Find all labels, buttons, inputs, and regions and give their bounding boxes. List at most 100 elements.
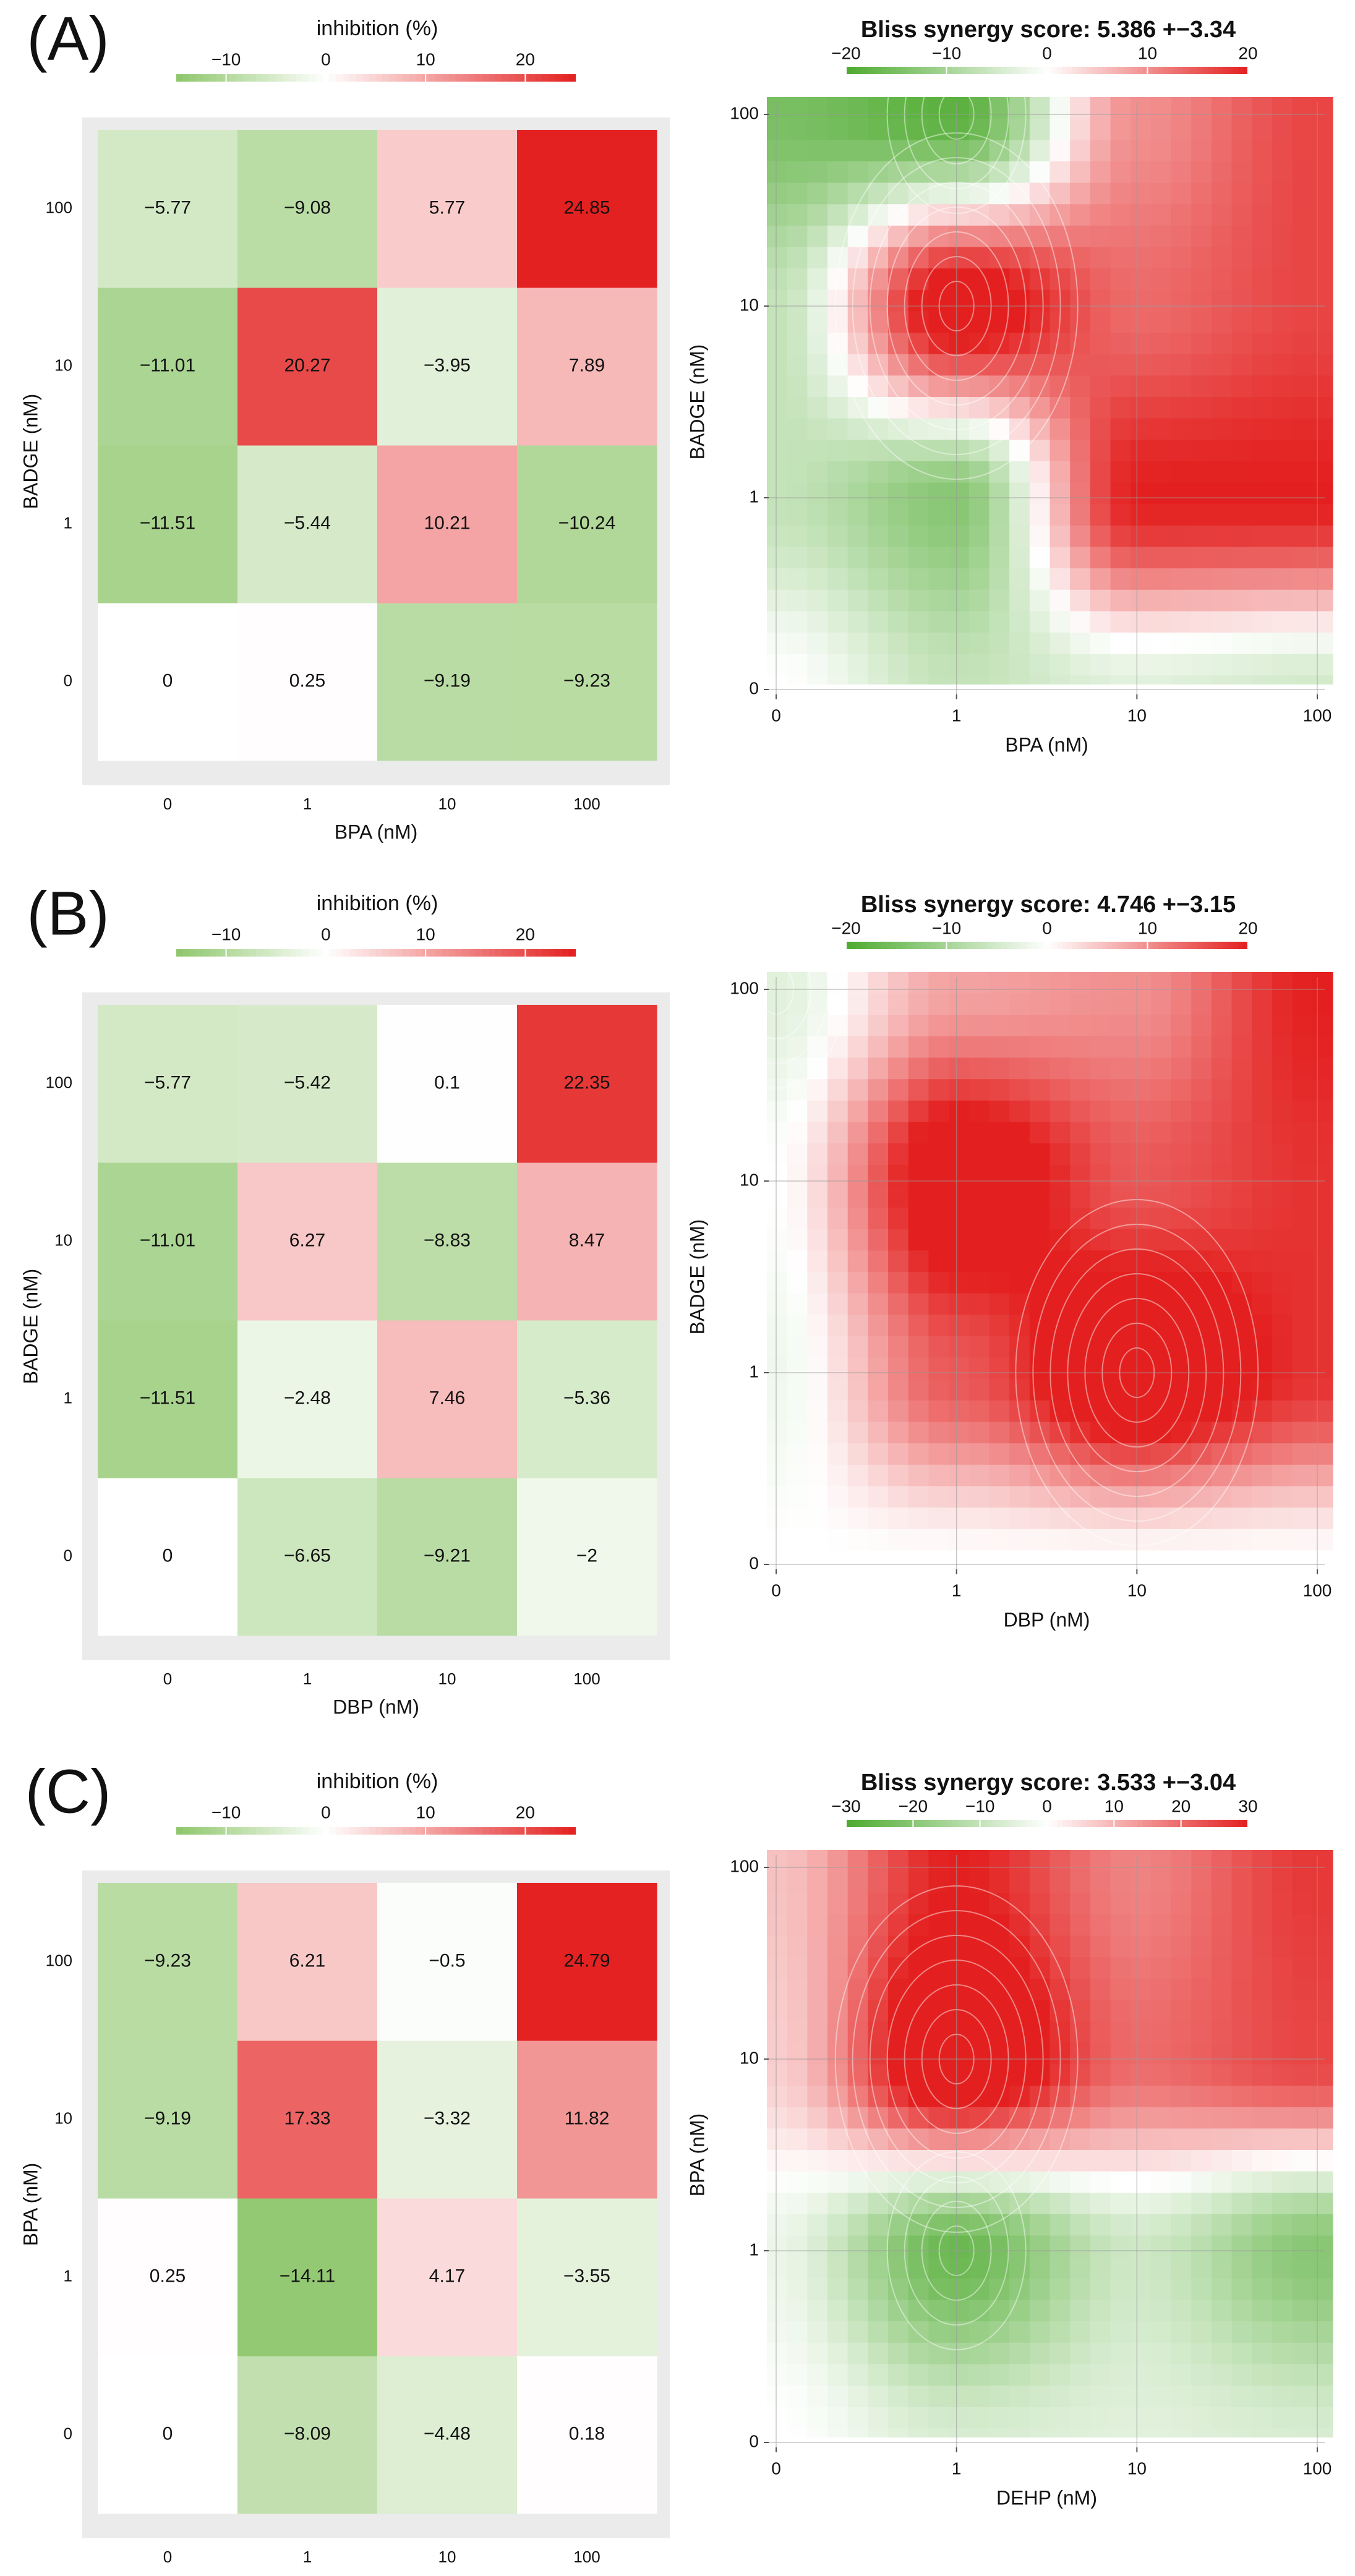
synergy-cell	[787, 1272, 808, 1294]
synergy-cell	[847, 654, 868, 676]
synergy-cell	[1171, 1550, 1192, 1559]
legend-segment	[515, 1827, 523, 1835]
legend-segment	[931, 67, 938, 74]
synergy-cell	[1211, 2257, 1233, 2279]
synergy-cell	[767, 311, 788, 333]
legend-segment	[216, 1827, 224, 1835]
synergy-cell	[1231, 1400, 1252, 1423]
synergy-cell	[968, 2342, 990, 2365]
legend-segment	[242, 1827, 250, 1835]
synergy-cell	[1090, 1100, 1111, 1123]
synergy-cell	[1070, 504, 1091, 526]
synergy-cell	[1131, 182, 1152, 205]
synergy-cell	[1272, 1443, 1293, 1465]
synergy-cell	[1272, 547, 1293, 569]
legend-segment	[1001, 1820, 1007, 1827]
synergy-cell	[1150, 2000, 1172, 2022]
synergy-cell	[1049, 1486, 1071, 1508]
synergy-cell	[908, 247, 930, 269]
synergy-cell	[1292, 1379, 1313, 1401]
synergy-cell	[847, 204, 868, 226]
legend-segment	[1187, 67, 1194, 74]
synergy-cell	[968, 1871, 990, 1893]
synergy-cell	[968, 1957, 990, 1979]
synergy-cell	[1110, 1186, 1131, 1208]
synergy-cell	[928, 1122, 949, 1144]
synergy-cell	[1029, 2107, 1051, 2129]
synergy-cell	[807, 1122, 828, 1144]
synergy-cell	[787, 2235, 808, 2258]
synergy-cell	[1110, 1400, 1131, 1423]
synergy-cell	[989, 1978, 1010, 2001]
synergy-cell	[928, 1400, 949, 1423]
legend-segment	[176, 1827, 184, 1835]
legend-segment	[941, 1820, 947, 1827]
synergy-cell	[968, 2171, 990, 2193]
legend-segment	[881, 1820, 887, 1827]
synergy-cell	[1171, 2107, 1192, 2129]
synergy-cell	[989, 333, 1010, 355]
synergy-cell	[827, 1379, 848, 1401]
synergy-cell	[847, 1957, 868, 1979]
synergy-cell	[1009, 1400, 1030, 1423]
synergy-cell	[868, 1935, 889, 1958]
synergy-cell	[1009, 504, 1030, 526]
synergy-cell	[1272, 2193, 1293, 2215]
synergy-cell	[968, 1036, 990, 1059]
synergy-cell	[1312, 1186, 1333, 1208]
synergy-cell	[1211, 1871, 1233, 1893]
synergy-cell	[888, 1315, 909, 1337]
legend-segment	[1007, 67, 1013, 74]
synergy-cell	[1110, 2064, 1131, 2086]
synergy-cell	[847, 440, 868, 462]
synergy-cell	[868, 311, 889, 333]
synergy-cell	[868, 182, 889, 205]
heatmap-cell	[377, 1320, 518, 1478]
heatmap-cell	[517, 445, 657, 603]
synergy-cell	[1070, 2128, 1091, 2151]
synergy-cell	[1191, 1422, 1212, 1444]
y-tick-label: 10	[740, 295, 759, 314]
synergy-cell	[1131, 2300, 1152, 2322]
synergy-cell	[767, 1464, 788, 1487]
cell-value-label: 0.1	[434, 1072, 460, 1093]
synergy-cell	[807, 1529, 828, 1551]
legend-segment	[1233, 67, 1239, 74]
legend-segment	[1117, 1820, 1123, 1827]
synergy-cell	[1049, 97, 1071, 119]
synergy-cell	[1211, 1336, 1233, 1358]
legend-segment	[209, 949, 217, 957]
synergy-cell	[1070, 2321, 1091, 2344]
synergy-cell	[1110, 675, 1131, 685]
synergy-cell	[807, 1315, 828, 1337]
synergy-cell	[949, 204, 970, 226]
legend-segment	[956, 67, 962, 74]
synergy-cell	[1110, 354, 1131, 376]
synergy-cell	[1211, 2107, 1233, 2129]
synergy-cell	[1029, 1036, 1051, 1059]
synergy-cell	[1090, 1379, 1111, 1401]
synergy-cell	[928, 1850, 949, 1872]
synergy-cell	[827, 1229, 848, 1251]
synergy-cell	[807, 2278, 828, 2301]
synergy-cell	[1171, 547, 1192, 569]
synergy-cell	[1171, 2150, 1192, 2172]
legend-segment	[1047, 1820, 1053, 1827]
synergy-cell	[1110, 2278, 1131, 2301]
synergy-cell	[1029, 525, 1051, 548]
synergy-cell	[1272, 1422, 1293, 1444]
synergy-cell	[1029, 972, 1051, 994]
synergy-cell	[1231, 1464, 1252, 1487]
synergy-cell	[1049, 1379, 1071, 1401]
legend-segment	[256, 1827, 263, 1835]
legend-segment	[1032, 67, 1038, 74]
synergy-cell	[1150, 972, 1172, 994]
synergy-cell	[1029, 225, 1051, 248]
synergy-cell	[1272, 1400, 1293, 1423]
legend-segment	[1213, 942, 1219, 949]
synergy-cell	[888, 611, 909, 633]
synergy-cell	[949, 418, 970, 440]
synergy-cell	[989, 1315, 1010, 1337]
synergy-cell	[989, 354, 1010, 376]
synergy-cell	[888, 1015, 909, 1037]
